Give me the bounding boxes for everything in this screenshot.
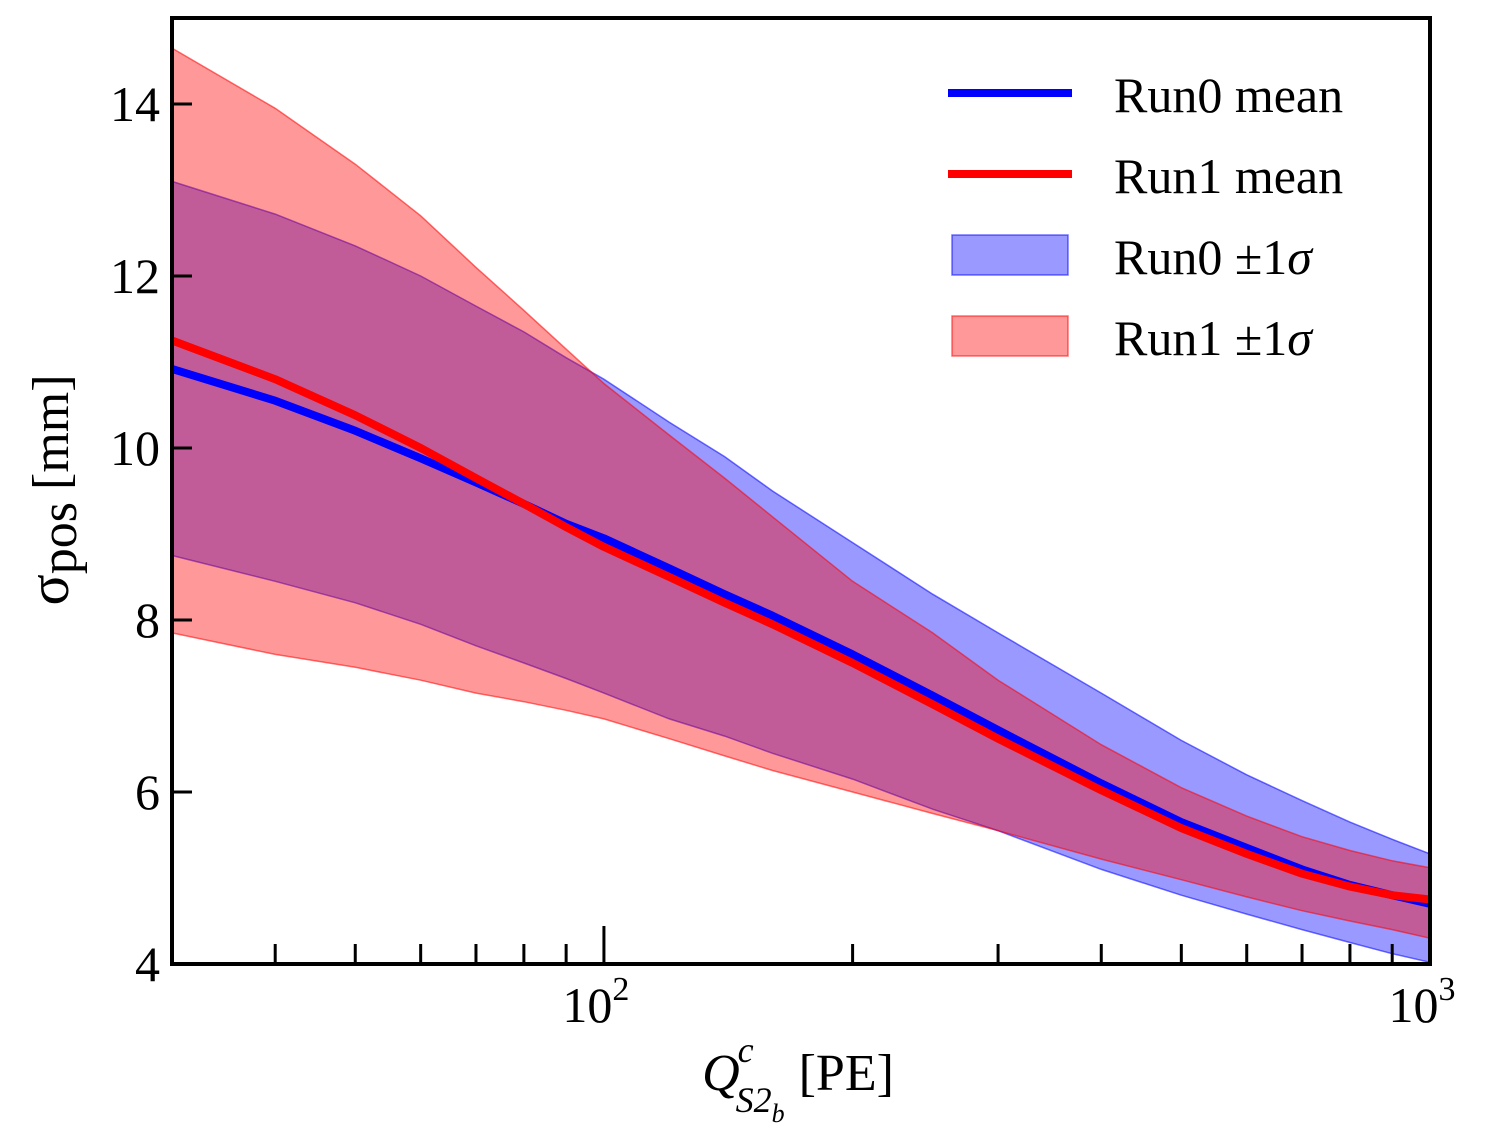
mean-lines [170,336,1431,908]
axis-labels: Qc S2b [PE] σpos [mm] [16,374,894,1128]
x-tick-label-exponent: 2 [612,971,629,1008]
x-axis-title-sub: S2 [736,1080,772,1120]
legend-label: Run0 mean [1114,67,1343,123]
legend-label-text: Run1 mean [1114,148,1343,204]
x-axis-title: Qc S2b [PE] [702,1030,894,1128]
y-tick-label: 4 [135,936,160,992]
y-tick-label: 14 [110,76,160,132]
x-axis-title-unit: [PE] [799,1045,894,1102]
y-tick-label: 10 [110,420,160,476]
y-axis-title-unit: [mm] [23,374,80,490]
legend-label-sigma: σ [1287,229,1314,285]
legend-swatch-run0-band [951,234,1069,276]
y-tick-label: 12 [110,248,160,304]
x-axis-title-base: Q [702,1045,740,1102]
y-axis-title: σpos [mm] [16,374,88,605]
legend-swatch-run1-band [951,315,1069,357]
legend-label-text: Run0 ±1 [1114,229,1287,285]
confidence-bands [171,46,1431,964]
plot-frame [170,16,1432,966]
y-axis-title-sub: pos [31,502,88,574]
x-axis-title-sup: c [738,1030,754,1070]
y-axis-title-symbol: σ [16,574,81,605]
legend-label: Run1 ±1σ [1114,310,1314,366]
x-tick-label-exponent: 3 [1439,971,1456,1008]
x-tick-label: 102 [562,971,629,1033]
legend-label: Run1 mean [1114,148,1343,204]
legend-label-text: Run0 mean [1114,67,1343,123]
x-axis-title-subsub: b [772,1099,785,1128]
legend-label: Run0 ±1σ [1114,229,1314,285]
line-run0-mean [170,365,1431,908]
line-run1-mean [170,336,1431,904]
x-tick-label-base: 10 [562,977,612,1033]
x-tick-label: 103 [1389,971,1456,1033]
y-tick-label: 8 [135,592,160,648]
legend-label-sigma: σ [1287,310,1314,366]
legend-label-text: Run1 ±1 [1114,310,1287,366]
x-tick-label-base: 10 [1389,977,1439,1033]
y-tick-label: 6 [135,764,160,820]
